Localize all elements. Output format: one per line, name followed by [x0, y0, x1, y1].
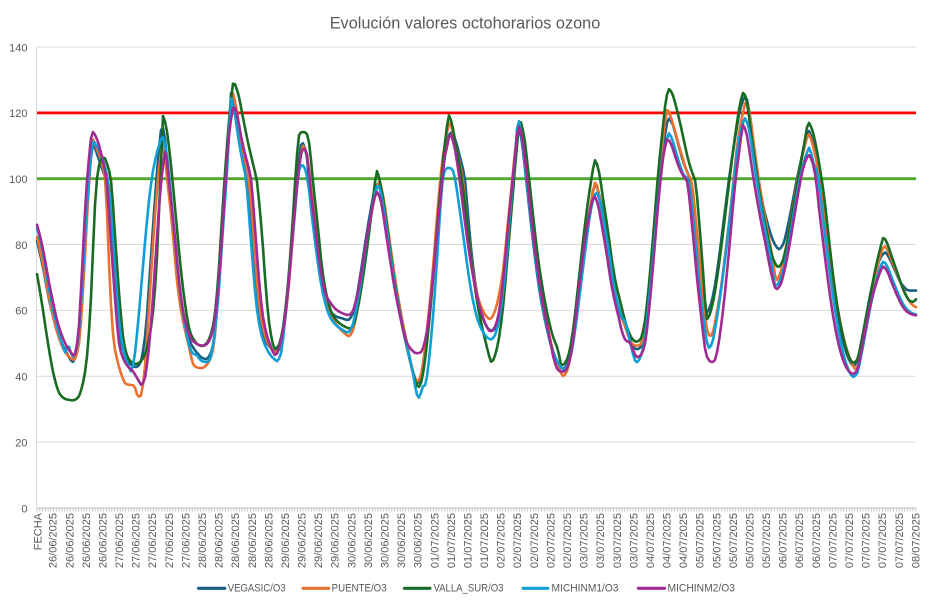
svg-text:07/07/2025: 07/07/2025	[861, 513, 873, 568]
svg-text:06/07/2025: 06/07/2025	[778, 513, 790, 568]
svg-text:60: 60	[15, 306, 27, 318]
svg-text:FECHA: FECHA	[33, 512, 45, 550]
svg-text:100: 100	[9, 174, 27, 186]
svg-text:07/07/2025: 07/07/2025	[827, 513, 839, 568]
svg-text:Evolución valores octohorarios: Evolución valores octohorarios ozono	[330, 15, 601, 33]
svg-text:28/06/2025: 28/06/2025	[230, 513, 242, 568]
svg-text:29/06/2025: 29/06/2025	[297, 513, 309, 568]
svg-text:26/06/2025: 26/06/2025	[98, 513, 110, 568]
svg-text:30/06/2025: 30/06/2025	[413, 513, 425, 568]
svg-text:05/07/2025: 05/07/2025	[695, 513, 707, 568]
svg-text:30/06/2025: 30/06/2025	[363, 513, 375, 568]
svg-text:30/06/2025: 30/06/2025	[346, 513, 358, 568]
svg-text:27/06/2025: 27/06/2025	[180, 513, 192, 568]
svg-text:28/06/2025: 28/06/2025	[247, 513, 259, 568]
svg-text:0: 0	[21, 503, 27, 515]
svg-text:04/07/2025: 04/07/2025	[662, 513, 674, 568]
svg-text:04/07/2025: 04/07/2025	[678, 513, 690, 568]
svg-text:PUENTE/O3: PUENTE/O3	[332, 583, 387, 595]
svg-text:VEGASIC/O3: VEGASIC/O3	[228, 583, 286, 595]
svg-text:20: 20	[15, 437, 27, 449]
svg-text:02/07/2025: 02/07/2025	[545, 513, 557, 568]
svg-text:04/07/2025: 04/07/2025	[645, 513, 657, 568]
svg-text:26/06/2025: 26/06/2025	[64, 513, 76, 568]
svg-text:27/06/2025: 27/06/2025	[147, 513, 159, 568]
svg-text:05/07/2025: 05/07/2025	[711, 513, 723, 568]
svg-text:02/07/2025: 02/07/2025	[562, 513, 574, 568]
svg-text:03/07/2025: 03/07/2025	[628, 513, 640, 568]
svg-text:05/07/2025: 05/07/2025	[745, 513, 757, 568]
svg-text:27/06/2025: 27/06/2025	[114, 513, 126, 568]
svg-text:07/07/2025: 07/07/2025	[877, 513, 889, 568]
svg-text:02/07/2025: 02/07/2025	[529, 513, 541, 568]
svg-text:29/06/2025: 29/06/2025	[313, 513, 325, 568]
svg-text:80: 80	[15, 240, 27, 252]
svg-text:27/06/2025: 27/06/2025	[131, 513, 143, 568]
svg-text:03/07/2025: 03/07/2025	[612, 513, 624, 568]
svg-text:03/07/2025: 03/07/2025	[595, 513, 607, 568]
svg-text:27/06/2025: 27/06/2025	[164, 513, 176, 568]
svg-text:01/07/2025: 01/07/2025	[429, 513, 441, 568]
svg-text:VALLA_SUR/O3: VALLA_SUR/O3	[434, 583, 504, 595]
svg-text:MICHINM1/O3: MICHINM1/O3	[552, 583, 619, 595]
svg-text:01/07/2025: 01/07/2025	[462, 513, 474, 568]
svg-text:08/07/2025: 08/07/2025	[910, 513, 922, 568]
svg-text:MICHINM2/O3: MICHINM2/O3	[668, 583, 736, 595]
svg-text:05/07/2025: 05/07/2025	[728, 513, 740, 568]
svg-text:140: 140	[9, 42, 27, 54]
svg-text:02/07/2025: 02/07/2025	[496, 513, 508, 568]
svg-text:06/07/2025: 06/07/2025	[811, 513, 823, 568]
svg-text:01/07/2025: 01/07/2025	[446, 513, 458, 568]
svg-text:26/06/2025: 26/06/2025	[81, 513, 93, 568]
svg-text:01/07/2025: 01/07/2025	[479, 513, 491, 568]
svg-text:28/06/2025: 28/06/2025	[214, 513, 226, 568]
svg-text:30/06/2025: 30/06/2025	[380, 513, 392, 568]
svg-text:06/07/2025: 06/07/2025	[794, 513, 806, 568]
svg-text:29/06/2025: 29/06/2025	[280, 513, 292, 568]
svg-text:28/06/2025: 28/06/2025	[263, 513, 275, 568]
svg-text:26/06/2025: 26/06/2025	[48, 513, 60, 568]
svg-text:05/07/2025: 05/07/2025	[761, 513, 773, 568]
svg-text:28/06/2025: 28/06/2025	[197, 513, 209, 568]
svg-text:03/07/2025: 03/07/2025	[579, 513, 591, 568]
svg-text:40: 40	[15, 372, 27, 384]
svg-text:29/06/2025: 29/06/2025	[330, 513, 342, 568]
svg-text:07/07/2025: 07/07/2025	[894, 513, 906, 568]
svg-text:07/07/2025: 07/07/2025	[844, 513, 856, 568]
svg-text:120: 120	[9, 108, 27, 120]
svg-text:30/06/2025: 30/06/2025	[396, 513, 408, 568]
svg-text:02/07/2025: 02/07/2025	[512, 513, 524, 568]
